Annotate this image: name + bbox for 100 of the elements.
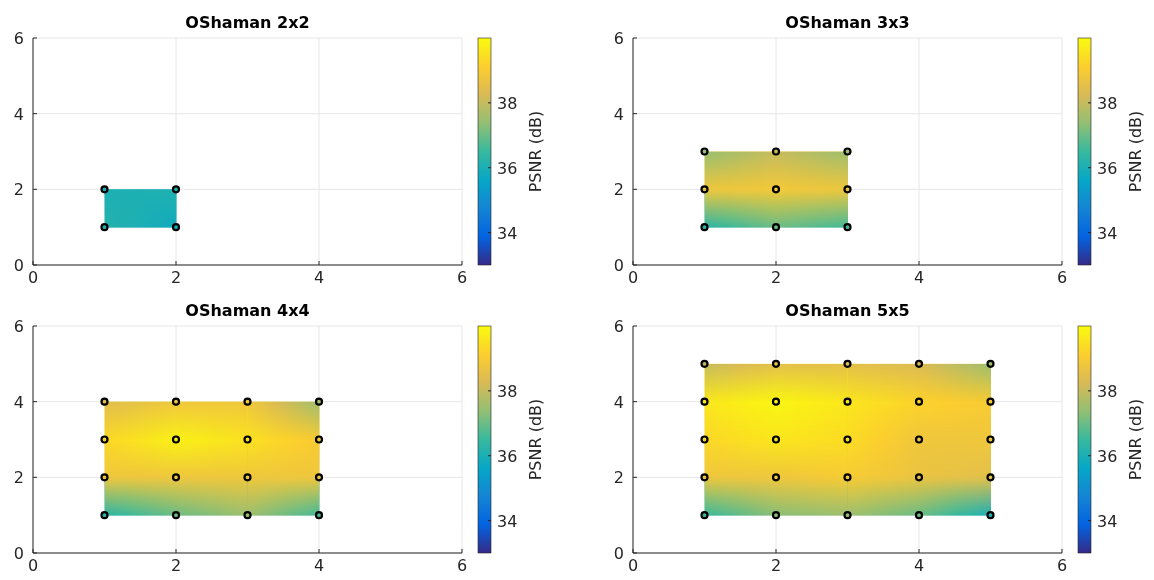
point — [986, 435, 995, 444]
point — [986, 511, 995, 520]
point — [314, 397, 324, 406]
y-tick-label: 0 — [13, 256, 24, 275]
color-bar-title: PSNR (dB) — [1126, 398, 1145, 481]
x-tick-label: 0 — [27, 556, 39, 575]
point — [700, 185, 709, 194]
point — [100, 473, 109, 482]
color-bar-label: 38 — [497, 381, 518, 401]
x-tick-label: 0 — [627, 268, 639, 287]
chart-title: OShaman 3x3 — [785, 13, 910, 32]
point — [700, 511, 709, 520]
point — [843, 223, 852, 232]
color-bar-label: 38 — [1097, 93, 1118, 113]
color-bar-label: 34 — [1097, 511, 1118, 531]
point — [243, 435, 252, 444]
point — [314, 511, 324, 520]
y-tick-label: 2 — [13, 180, 24, 200]
point — [100, 435, 109, 444]
point — [843, 435, 852, 444]
y-tick-label: 4 — [613, 392, 624, 412]
x-tick-label: 2 — [770, 268, 782, 287]
x-tick-label: 6 — [456, 268, 468, 287]
point — [771, 397, 781, 406]
x-tick-label: 0 — [27, 268, 39, 287]
point — [914, 359, 924, 368]
point — [171, 435, 181, 444]
x-tick-label: 4 — [913, 268, 925, 287]
point — [914, 435, 924, 444]
x-tick-label: 4 — [913, 556, 925, 575]
point — [771, 473, 781, 482]
color-bar-title: PSNR (dB) — [526, 110, 545, 193]
point — [843, 397, 852, 406]
point — [700, 397, 709, 406]
color-bar-label: 38 — [497, 93, 518, 113]
color-bar-title: PSNR (dB) — [1126, 110, 1145, 193]
x-tick-label: 0 — [627, 556, 639, 575]
point — [100, 397, 109, 406]
point — [243, 511, 252, 520]
y-tick-label: 6 — [13, 29, 24, 48]
point — [314, 435, 324, 444]
x-tick-label: 2 — [170, 268, 182, 287]
point — [771, 359, 781, 368]
point — [771, 223, 781, 232]
y-tick-label: 2 — [613, 180, 624, 200]
y-tick-label: 6 — [613, 317, 624, 336]
point — [843, 511, 852, 520]
point — [771, 185, 781, 194]
point — [914, 511, 924, 520]
point — [843, 359, 852, 368]
point — [700, 359, 709, 368]
chart-title: OShaman 5x5 — [785, 301, 910, 320]
x-tick-label: 4 — [313, 268, 325, 287]
point — [771, 435, 781, 444]
point — [171, 473, 181, 482]
point — [843, 147, 852, 156]
x-tick-label: 6 — [1056, 268, 1068, 287]
point — [914, 397, 924, 406]
x-tick-label: 2 — [170, 556, 182, 575]
color-bar-title: PSNR (dB) — [526, 398, 545, 481]
color-bar-label: 34 — [1097, 223, 1118, 243]
color-bar-label: 34 — [497, 511, 518, 531]
point — [986, 359, 995, 368]
point — [100, 511, 109, 520]
y-tick-label: 6 — [613, 29, 624, 48]
y-tick-label: 2 — [613, 468, 624, 488]
point — [986, 473, 995, 482]
y-tick-label: 0 — [613, 256, 624, 275]
color-bar-label: 36 — [497, 446, 518, 466]
point — [314, 473, 324, 482]
chart-title: OShaman 4x4 — [185, 301, 310, 320]
point — [771, 147, 781, 156]
point — [771, 511, 781, 520]
color-bar-label: 36 — [1097, 158, 1118, 178]
y-tick-label: 6 — [13, 317, 24, 336]
x-tick-label: 6 — [1056, 556, 1068, 575]
y-tick-label: 4 — [613, 104, 624, 124]
point — [843, 185, 852, 194]
y-tick-label: 4 — [13, 392, 24, 412]
point — [700, 435, 709, 444]
point — [700, 223, 709, 232]
color-bar-label: 36 — [1097, 446, 1118, 466]
color-bar-label: 34 — [497, 223, 518, 243]
y-tick-label: 0 — [613, 544, 624, 563]
point — [986, 397, 995, 406]
color-bar-label: 38 — [1097, 381, 1118, 401]
y-tick-label: 0 — [13, 544, 24, 563]
y-tick-label: 4 — [13, 104, 24, 124]
point — [700, 473, 709, 482]
x-tick-label: 2 — [770, 556, 782, 575]
color-bar-label: 36 — [497, 158, 518, 178]
y-tick-label: 2 — [13, 468, 24, 488]
point — [243, 397, 252, 406]
point — [914, 473, 924, 482]
x-tick-label: 6 — [456, 556, 468, 575]
point — [171, 397, 181, 406]
point — [171, 511, 181, 520]
point — [700, 147, 709, 156]
x-tick-label: 4 — [313, 556, 325, 575]
point — [243, 473, 252, 482]
